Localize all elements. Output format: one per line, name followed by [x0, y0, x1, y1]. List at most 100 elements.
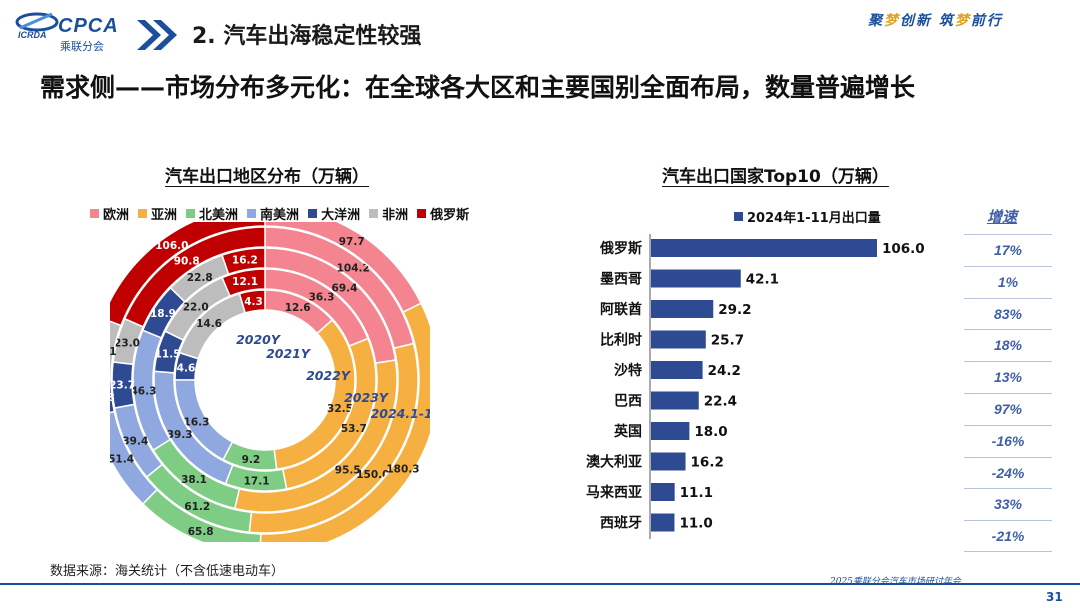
bar-2: [651, 300, 714, 318]
page-subtitle: 需求侧——市场分布多元化：在全球各大区和主要国别全面布局，数量普遍增长: [40, 73, 916, 102]
donut-value-label: 17.8: [110, 392, 115, 404]
footer-divider: [0, 583, 1080, 585]
legend-item-oceania: 大洋洲: [308, 204, 360, 223]
donut-value-label: 32.1: [110, 346, 117, 358]
bar-category-label: 沙特: [614, 362, 642, 379]
donut-value-label: 4.3: [244, 296, 263, 308]
slogan-part-e: 前行: [970, 13, 1003, 29]
legend-item-south-america: 南美洲: [247, 204, 299, 223]
growth-cell: 33%: [964, 488, 1052, 519]
bar-category-label: 俄罗斯: [599, 240, 642, 257]
logo-text: CPCA: [58, 15, 119, 37]
donut-value-label: 39.4: [122, 435, 148, 447]
donut-segment-2024.1-11-asia: [259, 302, 430, 542]
bar-1: [651, 269, 741, 288]
bar-category-label: 阿联酋: [600, 301, 642, 318]
bar-chart: 俄罗斯 106.0 墨西哥 42.1 阿联酋 29.2 比利时 25.7 沙特 24.2 巴西 22.…: [586, 234, 925, 539]
bar-0: [651, 239, 877, 257]
bar-7: [651, 452, 686, 471]
donut-value-label: 61.2: [184, 501, 210, 513]
legend-swatch-europe: [90, 209, 99, 218]
legend-label-oceania: 大洋洲: [321, 208, 361, 223]
donut-value-label: 95.5: [335, 465, 361, 477]
donut-value-label: 14.6: [196, 318, 222, 330]
page-number: 31: [1046, 590, 1063, 604]
bar-category-label: 马来西亚: [586, 485, 642, 501]
donut-value-label: 9.2: [242, 454, 261, 466]
legend-item-russia: 俄罗斯: [417, 204, 469, 223]
legend-item-asia: 亚洲: [138, 204, 177, 223]
donut-value-label: 12.1: [232, 276, 258, 288]
donut-value-label: 69.4: [332, 282, 358, 294]
donut-value-label: 97.7: [339, 236, 365, 248]
legend-item-africa: 非洲: [369, 204, 408, 223]
donut-segment-2024.1-11-south-america: [110, 410, 158, 505]
growth-cell: -21%: [964, 520, 1052, 553]
chevron-double-icon: [137, 20, 177, 50]
growth-cell: -24%: [964, 456, 1052, 488]
bar-4: [651, 361, 703, 379]
donut-value-label: 150.0: [356, 469, 389, 481]
ring-year-label: 2020Y: [236, 332, 282, 347]
logo-swoosh-icon: [15, 12, 59, 32]
bar-value-label: 24.2: [708, 363, 741, 379]
donut-value-label: 90.8: [174, 255, 200, 267]
legend-label-africa: 非洲: [382, 208, 409, 223]
donut-value-label: 12.6: [285, 302, 311, 314]
donut-value-label: 18.9: [150, 308, 176, 320]
legend-item-north-america: 北美洲: [186, 204, 238, 223]
bar-value-label: 29.2: [718, 302, 751, 318]
slogan-part-b: 梦: [884, 13, 900, 29]
donut-segment-2023Y-russia: [123, 226, 266, 328]
donut-legend: 欧洲 亚洲 北美洲 南美洲 大洋洲 非洲 俄罗斯: [90, 204, 469, 223]
donut-segment-2022Y-russia: [221, 247, 266, 276]
bar-legend: 2024年1-11月出口量: [734, 207, 881, 226]
bar-value-label: 106.0: [882, 241, 925, 257]
donut-value-label: 4.6: [177, 363, 196, 375]
ring-year-label: 2022Y: [306, 368, 352, 383]
donut-value-label: 180.3: [386, 464, 419, 476]
bar-value-label: 18.0: [694, 424, 727, 440]
donut-segment-2024.1-11-russia: [110, 222, 266, 327]
ring-year-label: 2023Y: [344, 390, 390, 405]
donut-value-label: 23.7: [110, 380, 135, 392]
footer-text: 2025乘联分会汽车市场研讨年会: [830, 577, 961, 587]
logo-mark: ICRDA: [18, 30, 47, 40]
bar-category-label: 比利时: [600, 332, 642, 349]
bar-value-label: 25.7: [711, 333, 744, 349]
growth-cell: 17%: [964, 234, 1052, 265]
legend-swatch-north-america: [186, 209, 196, 218]
bar-value-label: 42.1: [746, 272, 779, 288]
bar-category-label: 澳大利亚: [586, 454, 642, 471]
growth-cell: 13%: [964, 361, 1052, 392]
donut-segment-2021Y-russia: [221, 268, 266, 298]
bar-value-label: 11.1: [680, 485, 713, 501]
growth-cell: 83%: [964, 297, 1052, 329]
legend-swatch-africa: [369, 209, 379, 218]
data-source: 数据来源：海关统计（不含低速电动车）: [50, 564, 285, 579]
donut-value-label: 32.5: [327, 403, 353, 415]
growth-cell: -16%: [964, 424, 1052, 456]
legend-swatch-south-america: [247, 209, 257, 218]
legend-swatch-oceania: [308, 209, 318, 218]
bar-value-label: 16.2: [691, 455, 724, 471]
slogan-part-c: 创新 筑: [900, 13, 955, 29]
legend-swatch-asia: [138, 209, 148, 218]
bar-8: [651, 483, 675, 501]
donut-value-label: 38.1: [181, 474, 207, 486]
donut-value-label: 11.5: [155, 348, 181, 360]
slogan-part-a: 聚: [868, 13, 884, 29]
legend-label-south-america: 南美洲: [260, 208, 300, 223]
bar-category-label: 墨西哥: [600, 272, 642, 288]
bar-legend-label: 2024年1-11月出口量: [747, 211, 881, 226]
bar-category-label: 西班牙: [600, 515, 642, 532]
bar-legend-swatch: [734, 212, 743, 221]
bar-6: [651, 422, 690, 440]
ring-year-label: 2021Y: [266, 346, 312, 361]
legend-label-europe: 欧洲: [103, 208, 130, 223]
donut-value-label: 36.3: [309, 291, 335, 303]
bar-category-label: 英国: [613, 423, 642, 440]
bar-value-label: 11.0: [679, 516, 712, 532]
donut-value-label: 23.0: [114, 338, 140, 350]
slogan: 聚梦创新 筑梦前行: [868, 10, 1003, 30]
